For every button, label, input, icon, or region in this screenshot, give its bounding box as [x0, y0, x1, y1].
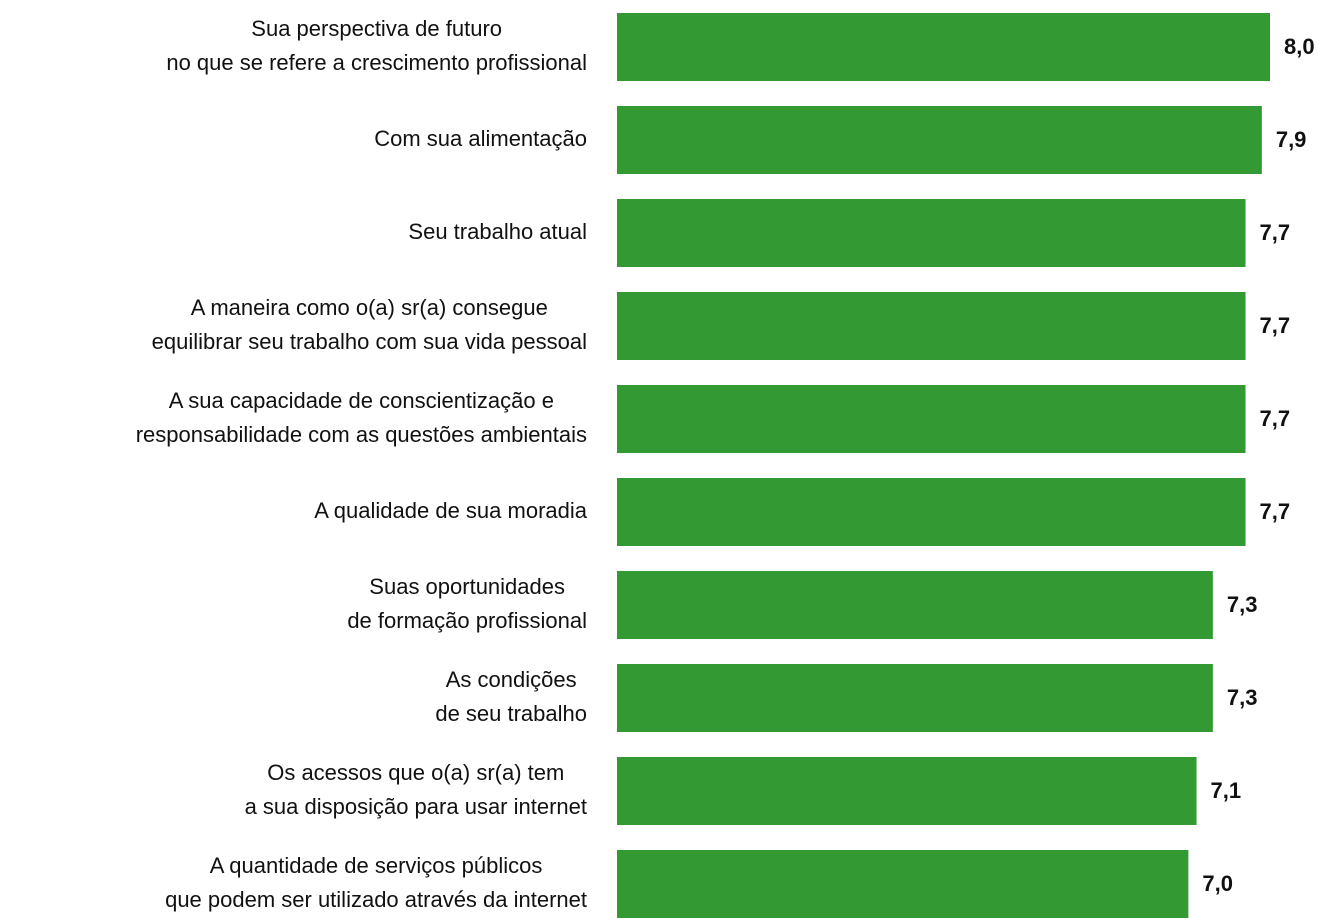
category-label: Suas oportunidades de formação profission… [347, 574, 587, 633]
category-label: Seu trabalho atual [408, 219, 587, 244]
bar [617, 571, 1213, 639]
bar [617, 478, 1246, 546]
bar [617, 385, 1246, 453]
value-label: 7,0 [1202, 871, 1233, 896]
value-label: 7,7 [1260, 313, 1291, 338]
value-label: 7,7 [1260, 220, 1291, 245]
value-label: 7,7 [1260, 499, 1291, 524]
value-label: 8,0 [1284, 34, 1315, 59]
category-label: Sua perspectiva de futuro no que se refer… [166, 16, 587, 75]
category-label: As condições de seu trabalho [435, 667, 587, 726]
category-label: A maneira como o(a) sr(a) consegue equili… [152, 295, 587, 354]
category-label: Os acessos que o(a) sr(a) tem a sua dispo… [245, 760, 587, 819]
category-label: A qualidade de sua moradia [314, 498, 588, 523]
bar [617, 757, 1197, 825]
bar [617, 664, 1213, 732]
category-label: A quantidade de serviços públicos que pod… [165, 853, 587, 912]
value-label: 7,1 [1211, 778, 1242, 803]
bar [617, 106, 1262, 174]
value-label: 7,3 [1227, 592, 1258, 617]
value-label: 7,7 [1260, 406, 1291, 431]
bar [617, 292, 1246, 360]
bar [617, 13, 1270, 81]
bar [617, 850, 1189, 918]
category-label: Com sua alimentação [374, 126, 587, 151]
value-label: 7,3 [1227, 685, 1258, 710]
category-label: A sua capacidade de conscientização e res… [136, 388, 587, 447]
bar [617, 199, 1246, 267]
value-label: 7,9 [1276, 127, 1307, 152]
